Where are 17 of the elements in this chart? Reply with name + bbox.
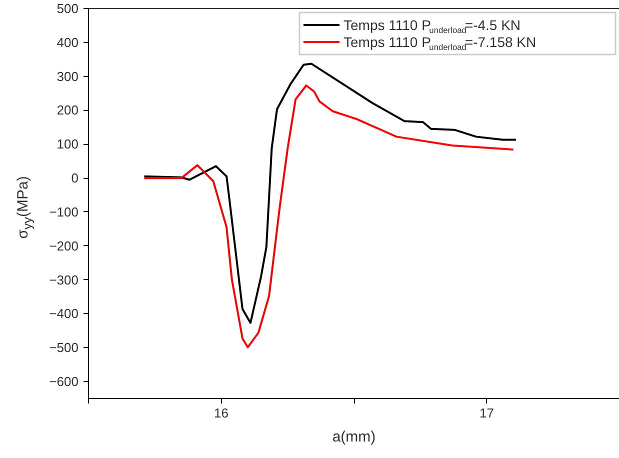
y-tick-label: −400: [49, 306, 79, 322]
y-tick-label: 300: [56, 68, 79, 84]
x-axis-title: a(mm): [332, 428, 376, 446]
line-series: [143, 84, 514, 348]
y-tick-label: 500: [56, 1, 79, 16]
y-tick-label: −100: [49, 204, 79, 220]
y-tick-label: 400: [56, 34, 79, 50]
y-tick-label: −300: [49, 272, 79, 288]
y-tick-label: −500: [49, 340, 79, 356]
x-tick-label: 17: [480, 406, 494, 420]
line-series: [143, 62, 517, 324]
x-tick-label: 16: [214, 406, 228, 420]
y-tick-label: 0: [71, 170, 79, 186]
y-tick-label: 200: [56, 102, 79, 118]
y-tick-label: −600: [49, 374, 79, 390]
y-tick-label: −200: [49, 238, 79, 254]
y-tick-label: 100: [56, 136, 79, 152]
